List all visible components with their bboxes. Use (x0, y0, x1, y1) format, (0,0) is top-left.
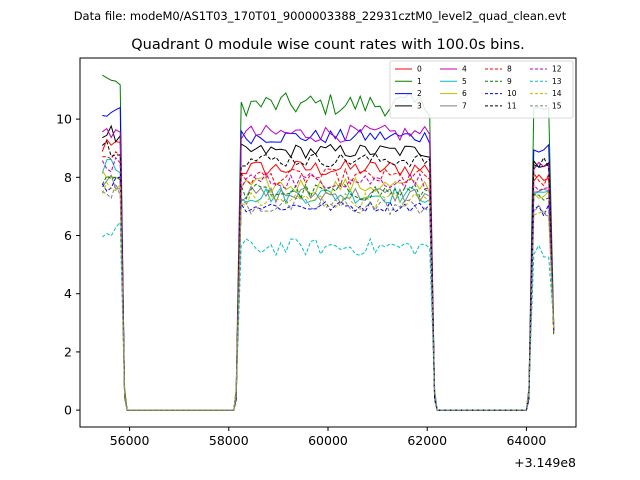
legend-label-11: 11 (507, 101, 517, 110)
data-file-header: Data file: modeM0/AS1T03_170T01_90000033… (74, 9, 567, 23)
x-tick-label: 58000 (209, 433, 249, 448)
legend-label-0: 0 (417, 65, 422, 74)
series-line-2 (102, 106, 555, 411)
y-tick-label: 2 (64, 344, 72, 359)
legend-label-5: 5 (462, 77, 467, 86)
x-tick-label: 62000 (407, 433, 447, 448)
series-line-9 (101, 175, 555, 411)
legend-label-4: 4 (462, 65, 467, 74)
legend-label-15: 15 (552, 101, 562, 110)
legend-label-13: 13 (552, 77, 562, 86)
y-tick-label: 4 (64, 286, 72, 301)
x-tick-label: 56000 (110, 433, 150, 448)
legend-label-9: 9 (507, 77, 512, 86)
y-tick-label: 10 (56, 112, 72, 127)
x-offset-label: +3.149e8 (514, 455, 576, 470)
chart-title: Quadrant 0 module wise count rates with … (131, 37, 525, 53)
series-line-3 (102, 124, 555, 411)
legend-label-1: 1 (417, 77, 422, 86)
y-tick-label: 8 (64, 170, 72, 185)
series-layer (101, 74, 555, 411)
series-line-8 (102, 151, 555, 411)
series-line-14 (101, 181, 555, 411)
series-line-12 (101, 156, 555, 411)
series-line-4 (102, 124, 555, 411)
y-tick-label: 0 (64, 403, 72, 418)
legend-label-10: 10 (507, 89, 517, 98)
x-tick-label: 60000 (308, 433, 348, 448)
legend-box (389, 60, 574, 119)
legend-label-14: 14 (552, 89, 562, 98)
legend-label-12: 12 (552, 65, 562, 74)
legend-label-7: 7 (462, 101, 467, 110)
series-line-13 (101, 220, 555, 411)
plot-area (80, 58, 576, 427)
series-line-7 (101, 174, 555, 411)
series-line-11 (101, 140, 555, 411)
y-tick-label: 6 (64, 228, 72, 243)
legend-label-6: 6 (462, 89, 467, 98)
x-axis: 56000 58000 60000 62000 64000 (110, 427, 547, 448)
series-line-10 (101, 176, 555, 411)
legend-label-3: 3 (417, 101, 422, 110)
legend-label-8: 8 (507, 65, 512, 74)
legend-label-2: 2 (417, 89, 422, 98)
x-tick-label: 64000 (507, 433, 547, 448)
series-line-15 (102, 182, 555, 411)
y-axis: 0 2 4 6 8 10 (56, 112, 80, 418)
